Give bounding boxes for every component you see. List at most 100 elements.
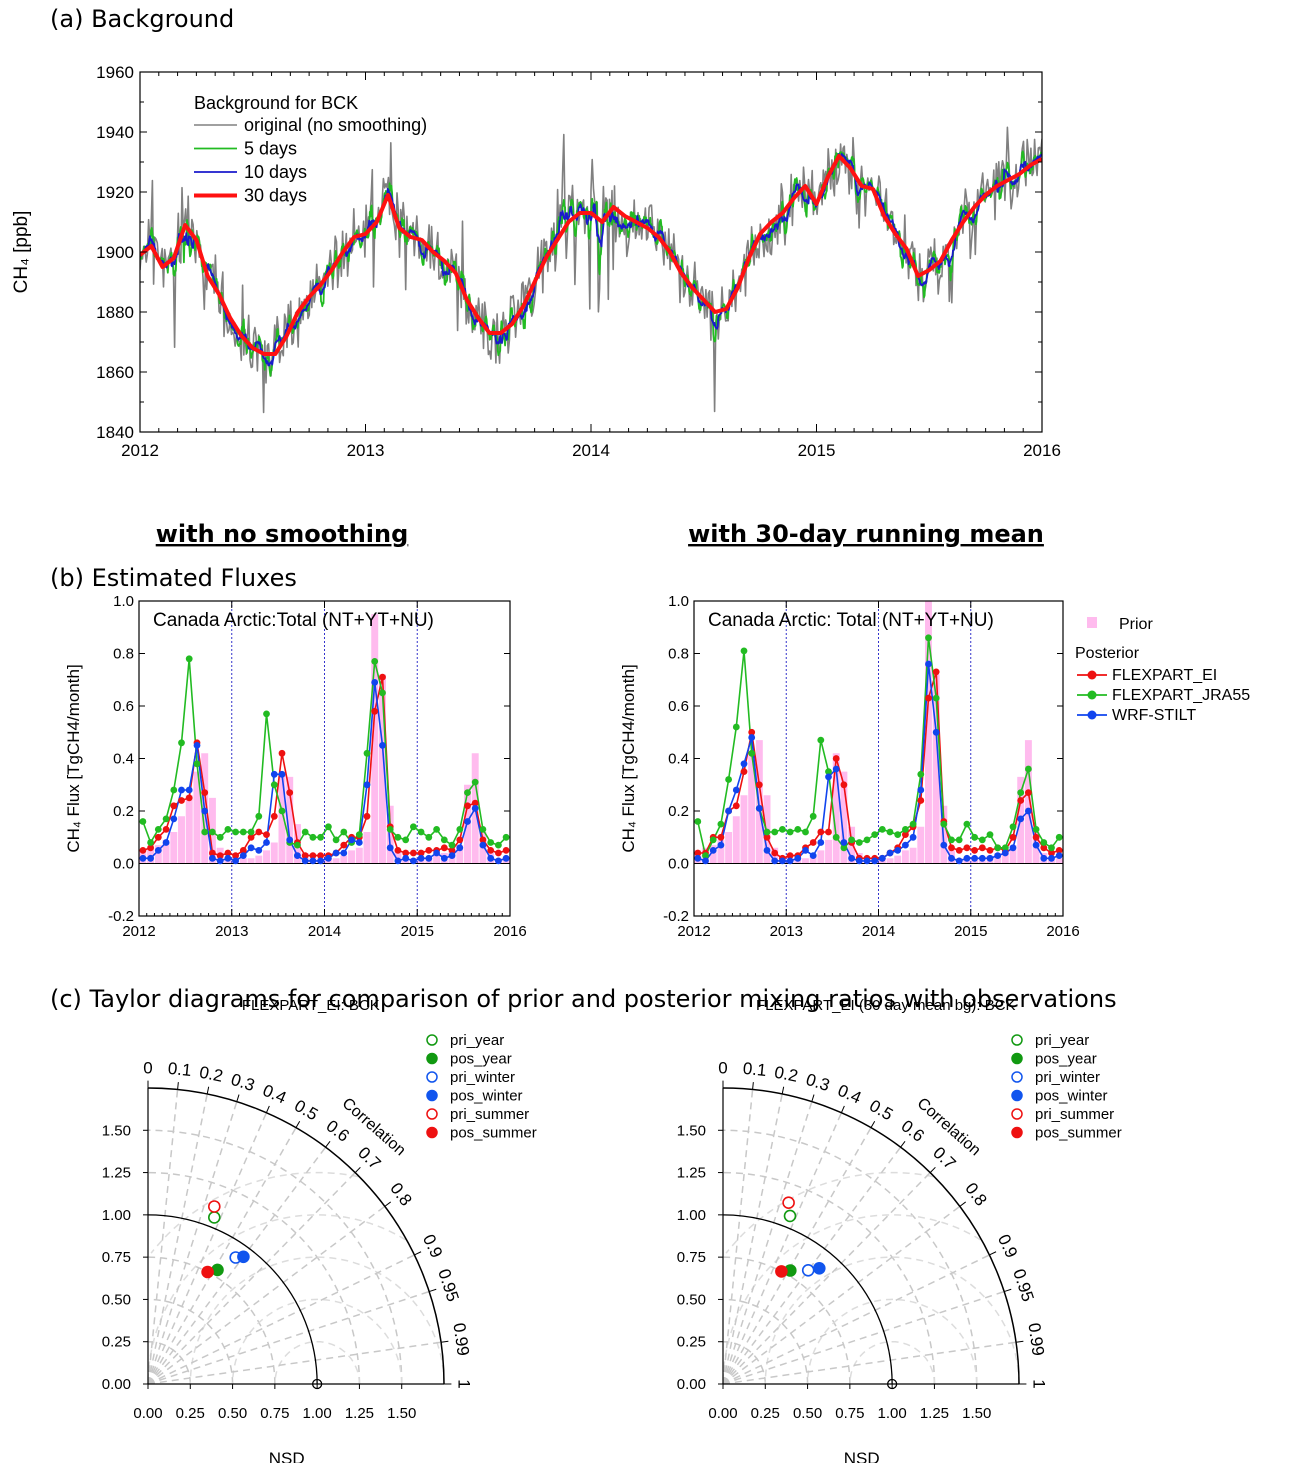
legend-label-pos_year: pos_year bbox=[1035, 1051, 1097, 1068]
nsd-arc bbox=[722, 1129, 978, 1385]
nsd-arc bbox=[147, 1256, 276, 1385]
legend-marker-pos_year bbox=[1011, 1052, 1023, 1065]
series-point-WRF-STILT bbox=[355, 839, 363, 846]
correlation-tick-label: 0.6 bbox=[323, 1116, 353, 1145]
correlation-tick-label: 0 bbox=[718, 1058, 727, 1077]
prior-bar bbox=[386, 805, 394, 864]
series-point-FLEXPART_JRA55 bbox=[948, 836, 955, 844]
taylor-diagram-left: 0 0.1 0.2 0.3 0.40.50.60.70.80.90.950.9910.0… bbox=[102, 997, 537, 1463]
reference-point bbox=[311, 1378, 323, 1390]
series-point-FLEXPART_JRA55 bbox=[802, 828, 809, 836]
series-point-FLEXPART_JRA55 bbox=[932, 694, 940, 702]
series-point-WRF-STILT bbox=[878, 854, 886, 862]
series-point-FLEXPART_JRA55 bbox=[162, 815, 170, 823]
series-point-FLEXPART_EI bbox=[255, 828, 263, 836]
series-point-WRF-STILT bbox=[886, 849, 894, 857]
taylor-point-pri_winter bbox=[801, 1264, 815, 1277]
series-point-FLEXPART_JRA55 bbox=[309, 833, 317, 841]
x-tick-label: 0.75 bbox=[260, 1405, 289, 1422]
series-point-FLEXPART_EI bbox=[1055, 847, 1063, 854]
series-point-FLEXPART_JRA55 bbox=[440, 836, 448, 844]
series-point-WRF-STILT bbox=[394, 857, 402, 865]
y-tick-label: 1900 bbox=[96, 243, 134, 262]
correlation-spoke bbox=[722, 1127, 872, 1385]
series-point-WRF-STILT bbox=[201, 807, 209, 815]
correlation-tick-label: 0.4 bbox=[260, 1081, 289, 1108]
section-a-label: (a) Background bbox=[50, 5, 234, 33]
series-point-FLEXPART_JRA55 bbox=[278, 807, 286, 815]
series-point-WRF-STILT bbox=[894, 847, 902, 854]
x-tick-label: 2016 bbox=[1046, 923, 1079, 940]
series-point-FLEXPART_JRA55 bbox=[863, 836, 871, 844]
legend-label-pri_summer: pri_summer bbox=[1035, 1106, 1114, 1123]
series-point-WRF-STILT bbox=[456, 844, 464, 852]
series-point-FLEXPART_JRA55 bbox=[263, 710, 270, 718]
series-point-WRF-STILT bbox=[402, 854, 410, 862]
nsd-arc bbox=[722, 1171, 936, 1385]
series-point-WRF-STILT bbox=[902, 841, 909, 849]
y-tick-label: 1880 bbox=[96, 303, 134, 322]
series-point-FLEXPART_EI bbox=[309, 852, 317, 859]
y-tick-label: 0.50 bbox=[102, 1291, 131, 1308]
correlation-spoke bbox=[722, 1112, 843, 1385]
series-point-WRF-STILT bbox=[717, 841, 725, 849]
series-point-FLEXPART_EI bbox=[495, 849, 502, 857]
series-point-WRF-STILT bbox=[232, 857, 240, 865]
outer-arc bbox=[147, 1087, 445, 1385]
series-point-FLEXPART_JRA55 bbox=[471, 778, 479, 786]
series-point-FLEXPART_EI bbox=[832, 755, 840, 762]
y-tick-label: 0.2 bbox=[113, 803, 134, 820]
series-point-FLEXPART_EI bbox=[232, 852, 240, 859]
taylor-point-pri_year bbox=[208, 1211, 221, 1224]
series-point-FLEXPART_JRA55 bbox=[779, 826, 786, 833]
taylor-point-pos_summer bbox=[775, 1265, 788, 1278]
prior-bar bbox=[917, 826, 925, 864]
series-point-FLEXPART_EI bbox=[986, 847, 994, 854]
prior-bar bbox=[840, 771, 848, 864]
series-point-WRF-STILT bbox=[755, 805, 763, 812]
series-point-FLEXPART_JRA55 bbox=[340, 828, 348, 836]
series-point-FLEXPART_JRA55 bbox=[247, 828, 255, 836]
series-point-FLEXPART_JRA55 bbox=[855, 839, 863, 846]
series-point-FLEXPART_EI bbox=[771, 849, 779, 857]
prior-bar bbox=[162, 839, 170, 864]
series-point-WRF-STILT bbox=[139, 854, 147, 862]
series-point-FLEXPART_JRA55 bbox=[201, 828, 209, 836]
series-point-FLEXPART_JRA55 bbox=[832, 833, 840, 841]
correlation-tick bbox=[265, 1105, 270, 1113]
correlation-tick-label: 0 bbox=[143, 1058, 152, 1077]
y-tick-label: 0.75 bbox=[677, 1249, 706, 1266]
correlation-tick-label: 0.95 bbox=[1009, 1267, 1037, 1304]
correlation-tick bbox=[840, 1105, 845, 1113]
series-point-WRF-STILT bbox=[940, 841, 948, 849]
reference-point bbox=[886, 1378, 898, 1390]
y-tick-label: 0.4 bbox=[668, 751, 689, 768]
prior-bar bbox=[894, 855, 902, 864]
series-point-WRF-STILT bbox=[832, 765, 840, 773]
prior-bar bbox=[717, 839, 725, 864]
series-point-FLEXPART_EI bbox=[379, 673, 386, 681]
correlation-spoke bbox=[147, 1127, 297, 1385]
series-point-FLEXPART_JRA55 bbox=[301, 828, 309, 836]
prior-bar bbox=[817, 850, 825, 864]
series-point-WRF-STILT bbox=[1017, 815, 1025, 823]
correlation-tick bbox=[1004, 1288, 1012, 1293]
series-point-FLEXPART_EI bbox=[755, 781, 763, 789]
legend-marker-pos_winter bbox=[426, 1089, 438, 1102]
legend-marker-pos_year bbox=[426, 1052, 438, 1065]
series-point-FLEXPART_JRA55 bbox=[479, 826, 487, 833]
series-point-FLEXPART_EI bbox=[286, 789, 294, 796]
series-point-FLEXPART_JRA55 bbox=[771, 828, 779, 836]
series-point-WRF-STILT bbox=[278, 770, 286, 778]
nsd-arc bbox=[147, 1171, 361, 1385]
prior-bar bbox=[178, 816, 185, 864]
taylor-title: FLEXPART_EI: BCK bbox=[242, 997, 380, 1014]
series-point-WRF-STILT bbox=[317, 857, 324, 865]
series-point-FLEXPART_EI bbox=[440, 844, 448, 852]
series-line-original bbox=[140, 126, 1042, 414]
rms-arc bbox=[189, 1256, 445, 1385]
prior-bar bbox=[456, 845, 464, 864]
series-point-FLEXPART_EI bbox=[417, 849, 425, 857]
correlation-tick-label: 0.3 bbox=[229, 1070, 257, 1095]
